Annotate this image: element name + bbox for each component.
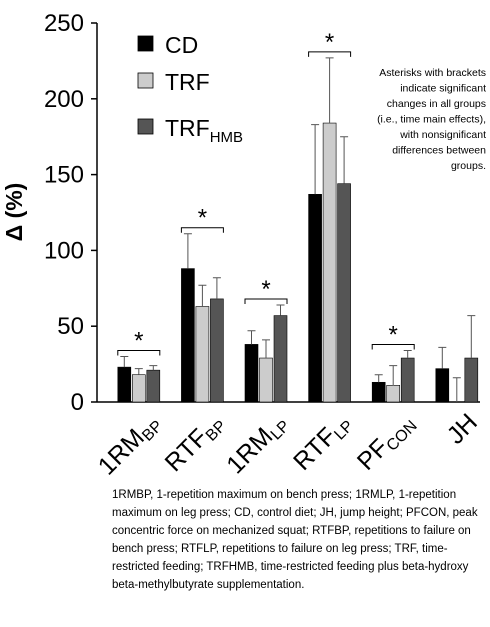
error-bar bbox=[325, 57, 334, 124]
bar bbox=[210, 298, 224, 403]
error-bar bbox=[212, 277, 221, 299]
legend-sub: HMB bbox=[210, 129, 243, 146]
category-sub: CON bbox=[384, 418, 421, 455]
legend-swatch bbox=[137, 72, 154, 89]
bar bbox=[244, 344, 259, 403]
error-bar bbox=[403, 349, 412, 359]
legend-name: TRF bbox=[165, 69, 210, 95]
error-bar bbox=[340, 136, 349, 184]
y-axis-label: Δ (%) bbox=[1, 183, 27, 242]
note-line: changes in all groups bbox=[387, 98, 486, 110]
note-line: (i.e., time main effects), bbox=[377, 114, 486, 126]
legend-swatch bbox=[137, 118, 154, 135]
error-bar bbox=[311, 124, 320, 195]
significance-bracket bbox=[308, 51, 352, 57]
error-bar bbox=[389, 365, 398, 386]
error-bar bbox=[149, 365, 158, 371]
x-tick-label: 1RMBP bbox=[93, 408, 167, 480]
error-bar bbox=[276, 304, 285, 316]
legend-name: CD bbox=[165, 32, 198, 58]
y-tick-label: 50 bbox=[57, 313, 84, 340]
legend-label: CD bbox=[165, 32, 198, 58]
note-line: differences between bbox=[392, 145, 486, 157]
error-bar bbox=[247, 330, 256, 345]
legend-swatch bbox=[137, 35, 154, 52]
bar bbox=[337, 183, 351, 403]
significance-label: * bbox=[198, 205, 207, 232]
error-bar bbox=[452, 377, 461, 402]
x-tick-label: PFCON bbox=[352, 408, 421, 477]
bar bbox=[132, 374, 146, 403]
bar bbox=[308, 194, 322, 403]
significance-bracket bbox=[180, 227, 224, 233]
error-bar bbox=[183, 233, 192, 269]
chart: Δ (%) 050100150200250CDTRFTRFHMBAsterisk… bbox=[1, 10, 486, 481]
significance-label: * bbox=[325, 29, 334, 56]
bar bbox=[117, 366, 132, 403]
bar bbox=[259, 357, 273, 403]
bar bbox=[195, 306, 210, 403]
bar bbox=[400, 357, 415, 403]
x-tick-label: JH bbox=[442, 408, 483, 449]
significance-label: * bbox=[134, 328, 143, 355]
error-bar bbox=[467, 315, 476, 359]
significance-bracket bbox=[371, 343, 415, 350]
error-bar bbox=[374, 374, 383, 383]
y-tick-label: 100 bbox=[44, 237, 84, 264]
significance-label: * bbox=[389, 321, 398, 348]
error-bar bbox=[262, 339, 270, 359]
bar bbox=[435, 368, 450, 403]
bar bbox=[181, 268, 195, 403]
error-bar bbox=[134, 368, 143, 375]
note-line: Asterisks with brackets bbox=[379, 67, 486, 79]
legend-label: TRFHMB bbox=[165, 115, 243, 146]
error-bar bbox=[198, 284, 207, 307]
bar bbox=[371, 381, 386, 403]
legend-label: TRF bbox=[165, 69, 210, 95]
significance-bracket bbox=[117, 350, 161, 356]
y-tick-label: 0 bbox=[71, 389, 84, 416]
x-tick-label: RTFLP bbox=[288, 408, 357, 477]
bar bbox=[386, 385, 401, 403]
bar bbox=[322, 122, 337, 403]
y-tick-label: 150 bbox=[44, 162, 84, 189]
note-line: indicate significant bbox=[400, 83, 486, 95]
note-line: with nonsignificant bbox=[399, 129, 486, 141]
bar bbox=[146, 369, 161, 403]
error-bar bbox=[120, 356, 129, 368]
x-tick-label: RTFBP bbox=[160, 408, 230, 478]
note-line: groups. bbox=[451, 160, 486, 172]
y-tick-label: 250 bbox=[44, 10, 84, 37]
y-tick-label: 200 bbox=[44, 86, 84, 113]
x-tick-label: 1RMLP bbox=[221, 408, 293, 480]
category-name: JH bbox=[442, 408, 483, 449]
caption: 1RMBP, 1-repetition maximum on bench pre… bbox=[112, 489, 478, 591]
bar bbox=[464, 357, 479, 403]
legend-name: TRF bbox=[165, 115, 210, 141]
error-bar bbox=[438, 346, 447, 369]
significance-label: * bbox=[261, 276, 270, 303]
significance-bracket bbox=[244, 298, 288, 304]
bar bbox=[273, 315, 288, 403]
